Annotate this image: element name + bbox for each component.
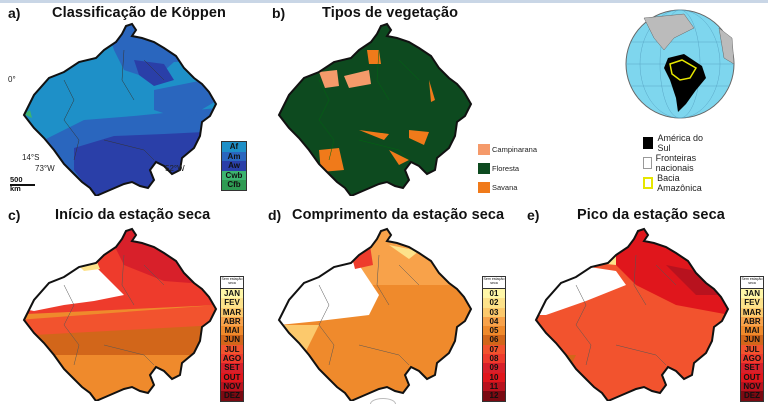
panel-title-e: Pico da estação seca: [577, 207, 725, 223]
legend-cell: 07: [483, 344, 505, 355]
legend-cell: 11: [483, 381, 505, 392]
onset-legend: Sem estação seca JAN FEV MAR ABR MAI JUN…: [220, 276, 244, 402]
legend-am: Am: [222, 151, 246, 162]
legend-cell: MAR: [221, 307, 243, 317]
length-map: [278, 228, 472, 401]
legend-cwb: Cwb: [222, 170, 246, 181]
legend-cell: JAN: [741, 289, 763, 299]
scale-label: 500 km: [10, 175, 23, 193]
legend-cell: OUT: [741, 372, 763, 382]
coord-lon-52w: 52°W: [165, 164, 185, 173]
panel-label-b: b): [272, 5, 286, 21]
coord-lon-73w: 73°W: [35, 164, 55, 173]
legend-cell: NOV: [221, 381, 243, 392]
length-legend: Sem estação seca 01 02 03 04 05 06 07 08…: [482, 276, 506, 402]
legend-cell: 02: [483, 298, 505, 308]
legend-cell: JUN: [741, 335, 763, 345]
legend-aw: Aw: [222, 161, 246, 171]
legend-cell: 06: [483, 335, 505, 345]
legend-savana: Savana: [478, 178, 537, 197]
legend-cell: 01: [483, 289, 505, 299]
panel-label-d: d): [268, 207, 282, 223]
bottom-arc-decoration: [370, 398, 396, 404]
swatch-campinarana: [478, 144, 490, 155]
legend-cell: JAN: [221, 289, 243, 299]
legend-cell: FEV: [741, 298, 763, 308]
swatch-borders: [643, 157, 652, 169]
legend-header-no-dry-season: Sem estação seca: [483, 277, 505, 289]
panel-label-c: c): [8, 207, 21, 223]
swatch-floresta: [478, 163, 490, 174]
legend-cell: FEV: [221, 298, 243, 308]
legend-cell: OUT: [221, 372, 243, 382]
legend-cell: 10: [483, 372, 505, 382]
legend-cell: MAI: [741, 326, 763, 336]
legend-cfb: Cfb: [222, 180, 246, 190]
globe-legend: América do Sul Fronteiras nacionais Baci…: [643, 133, 705, 193]
legend-cell: MAI: [221, 326, 243, 336]
legend-cell: MAR: [741, 307, 763, 317]
legend-cell: NOV: [741, 381, 763, 392]
legend-basin: Bacia Amazônica: [643, 173, 705, 193]
vegetation-legend: Campinarana Floresta Savana: [478, 140, 537, 197]
vegetation-map: [278, 23, 472, 196]
legend-header-no-dry-season: Sem estação seca: [221, 277, 243, 289]
legend-cell: SET: [741, 363, 763, 373]
koppen-map: [23, 23, 217, 196]
koppen-legend: Af Am Aw Cwb Cfb: [221, 141, 247, 191]
legend-cell: JUN: [221, 335, 243, 345]
legend-cell: 05: [483, 326, 505, 336]
legend-cell: ABR: [741, 316, 763, 327]
panel-title-a: Classificação de Köppen: [52, 5, 226, 21]
legend-cell: 03: [483, 307, 505, 317]
panel-title-b: Tipos de vegetação: [322, 5, 459, 21]
coord-lat-14s: 14°S: [22, 153, 40, 162]
swatch-basin: [643, 177, 654, 189]
panel-title-c: Início da estação seca: [55, 207, 211, 223]
legend-cell: DEZ: [221, 391, 243, 401]
legend-cell: JUL: [221, 344, 243, 355]
panel-label-e: e): [527, 207, 540, 223]
globe-map: [625, 9, 735, 119]
swatch-savana: [478, 182, 490, 193]
legend-header-no-dry-season: Sem estação seca: [741, 277, 763, 289]
legend-cell: SET: [221, 363, 243, 373]
legend-cell: DEZ: [741, 391, 763, 401]
legend-cell: 08: [483, 354, 505, 364]
peak-legend: Sem estação seca JAN FEV MAR ABR MAI JUN…: [740, 276, 764, 402]
legend-floresta: Floresta: [478, 159, 537, 178]
legend-cell: JUL: [741, 344, 763, 355]
legend-cell: 04: [483, 316, 505, 327]
legend-cell: 09: [483, 363, 505, 373]
coord-lat-0: 0°: [8, 75, 16, 84]
legend-campinarana: Campinarana: [478, 140, 537, 159]
panel-label-a: a): [8, 5, 21, 21]
onset-map: [23, 228, 217, 401]
legend-borders: Fronteiras nacionais: [643, 153, 705, 173]
legend-south-america: América do Sul: [643, 133, 705, 153]
peak-map: [535, 228, 729, 401]
legend-cell: ABR: [221, 316, 243, 327]
swatch-south-america: [643, 137, 654, 149]
panel-title-d: Comprimento da estação seca: [292, 207, 505, 223]
legend-cell: AGO: [741, 354, 763, 364]
scale-bar: [10, 184, 35, 186]
legend-cell: 12: [483, 391, 505, 401]
legend-af: Af: [222, 142, 246, 152]
legend-cell: AGO: [221, 354, 243, 364]
top-border: [0, 0, 768, 3]
